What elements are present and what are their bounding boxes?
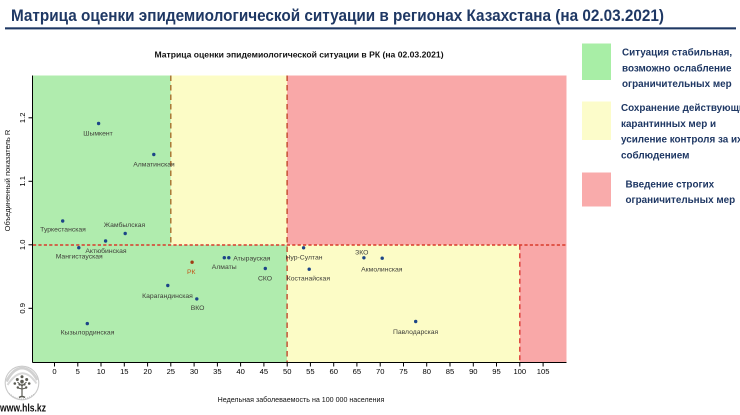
svg-text:40: 40 — [236, 367, 244, 376]
svg-text:Шымкент: Шымкент — [83, 131, 112, 138]
svg-text:90: 90 — [469, 367, 477, 376]
svg-text:Алматинская: Алматинская — [133, 162, 175, 169]
svg-text:60: 60 — [329, 367, 337, 376]
svg-text:www.hls.kz: www.hls.kz — [0, 403, 46, 415]
svg-text:0.9: 0.9 — [18, 303, 27, 314]
svg-text:Павлодарская: Павлодарская — [393, 329, 439, 336]
svg-text:Алматы: Алматы — [212, 264, 237, 271]
svg-text:Кызылординская: Кызылординская — [61, 330, 115, 337]
svg-text:75: 75 — [399, 367, 407, 376]
svg-text:25: 25 — [167, 367, 175, 376]
svg-text:105: 105 — [537, 367, 550, 376]
svg-text:0: 0 — [52, 367, 56, 376]
svg-text:85: 85 — [446, 367, 454, 376]
svg-text:РК: РК — [187, 269, 196, 276]
svg-text:Карагандинская: Карагандинская — [142, 293, 193, 300]
svg-text:Актюбинская: Актюбинская — [85, 247, 127, 255]
svg-text:Матрица оценки эпидемиологичес: Матрица оценки эпидемиологической ситуац… — [154, 50, 443, 60]
svg-text:20: 20 — [143, 367, 151, 376]
svg-text:1.0: 1.0 — [18, 240, 27, 251]
svg-text:Сохранение действующих: Сохранение действующих — [621, 103, 740, 114]
svg-text:50: 50 — [283, 367, 291, 376]
svg-text:усиление контроля за их: усиление контроля за их — [621, 135, 740, 146]
svg-text:70: 70 — [376, 367, 384, 376]
svg-text:5: 5 — [76, 367, 80, 376]
svg-text:соблюдением: соблюдением — [621, 150, 689, 161]
svg-text:95: 95 — [492, 367, 500, 376]
svg-text:15: 15 — [120, 367, 128, 376]
svg-text:возможно ослабление: возможно ослабление — [622, 63, 732, 74]
svg-text:80: 80 — [422, 367, 430, 376]
svg-text:Туркестанская: Туркестанская — [40, 227, 86, 234]
svg-text:55: 55 — [306, 367, 314, 376]
svg-text:100: 100 — [513, 367, 526, 376]
svg-text:Объединенный показатель R: Объединенный показатель R — [3, 129, 12, 231]
svg-text:1.1: 1.1 — [18, 176, 27, 187]
svg-text:1.2: 1.2 — [18, 113, 27, 124]
svg-text:Костанайская: Костанайская — [287, 275, 331, 283]
svg-text:ВКО: ВКО — [191, 305, 205, 312]
svg-text:Матрица оценки эпидемиологичес: Матрица оценки эпидемиологической ситуац… — [11, 7, 664, 25]
svg-text:СКО: СКО — [258, 276, 272, 283]
svg-text:ЗКО: ЗКО — [355, 250, 368, 257]
svg-text:Акмолинская: Акмолинская — [361, 267, 403, 274]
svg-text:65: 65 — [353, 367, 361, 376]
svg-text:Мангистауская: Мангистауская — [56, 254, 103, 261]
svg-text:30: 30 — [190, 367, 198, 376]
svg-text:10: 10 — [97, 367, 105, 376]
svg-text:карантинных мер и: карантинных мер и — [621, 119, 716, 130]
svg-text:ограничительных мер: ограничительных мер — [622, 79, 732, 90]
svg-text:Атырауская: Атырауская — [233, 256, 270, 263]
svg-text:Нур-Султан: Нур-Султан — [286, 255, 323, 262]
svg-text:Недельная заболеваемость на 10: Недельная заболеваемость на 100 000 насе… — [218, 396, 385, 404]
svg-text:35: 35 — [213, 367, 221, 376]
svg-text:Жамбылская: Жамбылская — [104, 221, 146, 229]
svg-text:45: 45 — [260, 367, 268, 376]
svg-text:Ситуация стабильная,: Ситуация стабильная, — [622, 48, 732, 59]
svg-text:Введение строгих: Введение строгих — [626, 179, 715, 190]
svg-text:ограничительных мер: ограничительных мер — [626, 195, 736, 206]
